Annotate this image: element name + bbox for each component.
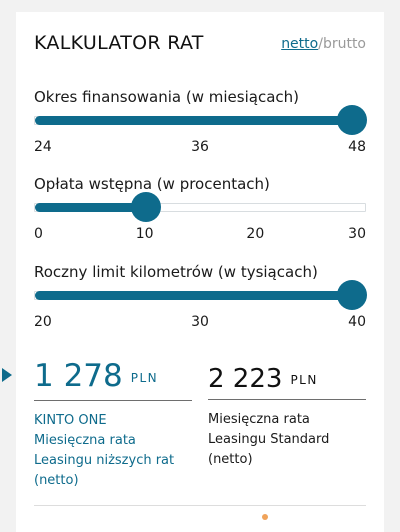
kinto-one-currency: PLN bbox=[130, 370, 159, 385]
slider-tick-label: 10 bbox=[135, 226, 154, 242]
km-limit-ticks: 20 30 40 bbox=[34, 314, 366, 332]
slider-tick-label: 20 bbox=[34, 314, 52, 330]
km-limit-track[interactable] bbox=[34, 280, 367, 310]
kinto-one-divider bbox=[34, 399, 192, 401]
standard-leasing-description: Miesięczna rata Leasingu Standard (netto… bbox=[208, 411, 330, 467]
slider-tick-label: 20 bbox=[246, 226, 265, 242]
slider-tick-label: 0 bbox=[34, 226, 43, 242]
brutto-toggle-link[interactable]: brutto bbox=[322, 36, 366, 52]
down-payment-fill bbox=[35, 203, 145, 212]
km-limit-slider-block: Roczny limit kilometrów (w tysiącach) 20… bbox=[34, 263, 367, 333]
selected-arrow-icon bbox=[2, 368, 12, 382]
standard-leasing-divider bbox=[208, 398, 366, 400]
partial-orange-icon bbox=[262, 514, 268, 520]
km-limit-thumb[interactable] bbox=[337, 280, 367, 310]
slider-tick-label: 40 bbox=[348, 314, 366, 330]
financing-period-thumb[interactable] bbox=[337, 105, 367, 135]
down-payment-thumb[interactable] bbox=[130, 192, 161, 222]
toggle-separator: / bbox=[318, 36, 323, 52]
standard-leasing-amount-row: 2 223 PLN bbox=[208, 364, 366, 395]
calculator-header: KALKULATOR RAT netto/brutto bbox=[34, 32, 366, 60]
kinto-one-description: KINTO ONE Miesięczna rata Leasingu niższ… bbox=[34, 412, 175, 488]
km-limit-fill bbox=[35, 291, 366, 300]
financing-period-label: Okres finansowania (w miesiącach) bbox=[34, 88, 299, 106]
standard-leasing-result: 2 223 PLN Miesięczna rata Leasingu Standa… bbox=[208, 358, 366, 470]
standard-leasing-amount: 2 223 bbox=[208, 364, 283, 394]
bottom-divider bbox=[34, 505, 366, 506]
financing-period-ticks: 24 36 48 bbox=[34, 139, 366, 157]
slider-tick-label: 24 bbox=[34, 139, 52, 155]
down-payment-slider-block: Opłata wstępna (w procentach) 0 10 20 30 bbox=[34, 175, 366, 245]
netto-brutto-toggle: netto/brutto bbox=[281, 36, 366, 52]
kinto-one-amount: 1 278 bbox=[34, 358, 123, 394]
slider-tick-label: 48 bbox=[348, 139, 366, 155]
financing-period-slider-block: Okres finansowania (w miesiącach) 24 36 48 bbox=[34, 88, 367, 158]
slider-tick-label: 30 bbox=[348, 226, 366, 242]
km-limit-label: Roczny limit kilometrów (w tysiącach) bbox=[34, 263, 318, 281]
calculator-title: KALKULATOR RAT bbox=[34, 32, 204, 54]
kinto-one-result: 1 278 PLN KINTO ONE Miesięczna rata Leasi… bbox=[34, 358, 192, 491]
kinto-one-amount-row: 1 278 PLN bbox=[34, 358, 192, 396]
down-payment-ticks: 0 10 20 30 bbox=[34, 226, 366, 244]
slider-tick-label: 36 bbox=[191, 139, 209, 155]
slider-tick-label: 30 bbox=[191, 314, 209, 330]
financing-period-fill bbox=[35, 116, 366, 125]
down-payment-track[interactable] bbox=[34, 192, 366, 222]
down-payment-label: Opłata wstępna (w procentach) bbox=[34, 175, 270, 193]
netto-toggle-link[interactable]: netto bbox=[281, 36, 319, 52]
calculator-card: KALKULATOR RAT netto/brutto Okres finans… bbox=[16, 12, 384, 532]
financing-period-track[interactable] bbox=[34, 105, 367, 135]
standard-leasing-currency: PLN bbox=[290, 372, 318, 387]
